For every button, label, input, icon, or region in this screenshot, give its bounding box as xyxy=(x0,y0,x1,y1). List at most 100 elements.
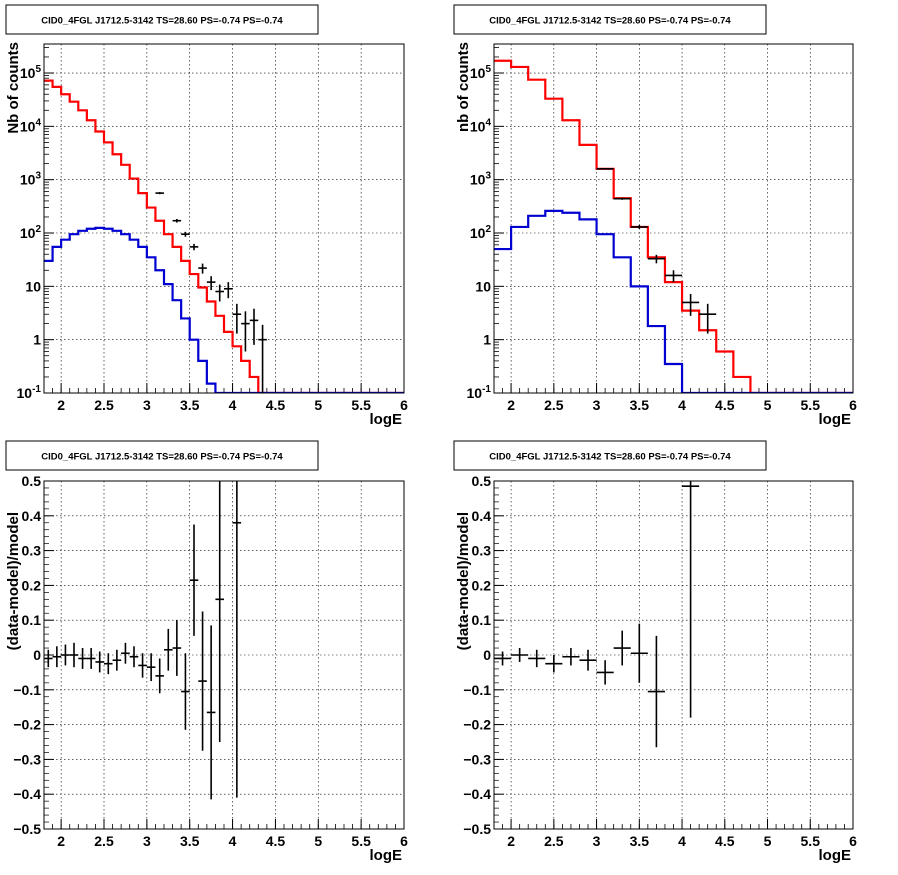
residual-point xyxy=(112,649,122,671)
residual-point xyxy=(682,481,700,718)
y-tick-label: 102 xyxy=(20,224,42,241)
x-tick-label: 5 xyxy=(314,397,322,413)
x-tick-label: 2.5 xyxy=(544,397,564,413)
residual-point xyxy=(86,648,96,669)
x-tick-label: 2.5 xyxy=(94,397,114,413)
x-tick-label: 6 xyxy=(400,397,408,413)
x-tick-label: 3.5 xyxy=(180,397,200,413)
residual-point xyxy=(95,651,104,673)
x-tick-label: 2 xyxy=(507,397,515,413)
y-tick-label: 102 xyxy=(470,224,492,241)
x-tick-label: 3.5 xyxy=(630,833,650,849)
x-tick-label: 6 xyxy=(400,833,408,849)
x-tick-label: 3 xyxy=(593,397,601,413)
residual-point xyxy=(198,611,207,751)
y-tick-label: −0.1 xyxy=(463,682,491,698)
x-tick-label: 5.5 xyxy=(351,397,371,413)
residual-point xyxy=(44,649,53,668)
data-point xyxy=(664,270,683,283)
y-tick-label: 104 xyxy=(20,117,42,134)
axes-frame xyxy=(493,480,854,830)
chart-title: CID0_4FGL J1712.5-3142 TS=28.60 PS=-0.74… xyxy=(41,452,283,463)
x-tick-label: 2.5 xyxy=(94,833,114,849)
residual-point xyxy=(146,653,156,682)
panel-4: CID0_4FGL J1712.5-3142 TS=28.60 PS=-0.74… xyxy=(453,440,857,864)
residual-point xyxy=(511,648,529,662)
y-tick-label: 10 xyxy=(25,278,41,294)
x-tick-label: 2 xyxy=(57,833,65,849)
data-point xyxy=(155,192,164,195)
x-tick-label: 3.5 xyxy=(180,833,200,849)
y-tick-label: 0.3 xyxy=(22,543,42,559)
residual-point xyxy=(494,651,512,666)
x-axis-label: logE xyxy=(819,411,852,428)
y-tick-label: 0.1 xyxy=(472,612,492,628)
chart-title: CID0_4FGL J1712.5-3142 TS=28.60 PS=-0.74… xyxy=(41,16,283,27)
y-tick-label: 10-1 xyxy=(467,384,492,401)
residual-point xyxy=(104,653,113,675)
y-tick-exponent: 5 xyxy=(485,64,491,75)
y-axis-label: nb of counts xyxy=(455,42,472,132)
x-tick-label: 6 xyxy=(849,833,857,849)
residual-point xyxy=(61,644,70,666)
residual-point xyxy=(545,655,563,673)
residual-point xyxy=(138,653,147,678)
y-tick-label: 10 xyxy=(475,278,491,294)
residual-point xyxy=(630,623,648,683)
title-box xyxy=(5,440,319,471)
y-tick-label: −0.4 xyxy=(463,786,491,802)
data-point xyxy=(232,303,242,334)
x-tick-label: 4 xyxy=(229,397,237,413)
data-point xyxy=(596,167,614,170)
x-tick-label: 4 xyxy=(229,833,237,849)
data-point xyxy=(224,282,233,299)
x-tick-label: 5.5 xyxy=(801,833,821,849)
model_total-line xyxy=(44,79,404,393)
y-tick-label: 103 xyxy=(20,171,42,188)
residual-point xyxy=(579,649,597,671)
model_total-line xyxy=(494,59,853,393)
axes-frame xyxy=(43,43,405,394)
data-point xyxy=(647,254,665,264)
y-tick-label: 0.5 xyxy=(472,473,492,489)
y-tick-exponent: 2 xyxy=(485,224,491,235)
x-tick-label: 6 xyxy=(849,397,857,413)
residual-point xyxy=(206,625,216,800)
residual-point xyxy=(215,481,224,742)
x-tick-label: 5.5 xyxy=(801,397,821,413)
data-point xyxy=(206,276,216,291)
x-tick-label: 5.5 xyxy=(351,833,371,849)
y-tick-label: 10-1 xyxy=(17,384,42,401)
residual-point xyxy=(78,648,87,669)
y-tick-exponent: 2 xyxy=(35,224,41,235)
x-tick-label: 4.5 xyxy=(266,833,286,849)
model_source-line xyxy=(494,209,853,393)
title-box xyxy=(453,440,767,471)
residual-point xyxy=(121,642,130,664)
residual-point xyxy=(647,635,665,748)
x-tick-label: 3 xyxy=(143,397,151,413)
residual-point xyxy=(129,646,139,668)
y-tick-label: 0.3 xyxy=(472,543,492,559)
y-tick-exponent: 5 xyxy=(35,64,41,75)
title-box xyxy=(453,4,767,35)
y-axis-label: Nb of counts xyxy=(5,42,22,134)
axes-frame xyxy=(493,43,854,394)
plot-area xyxy=(44,481,242,800)
panel-1: CID0_4FGL J1712.5-3142 TS=28.60 PS=-0.74… xyxy=(5,4,408,428)
y-tick-label: 1 xyxy=(483,332,491,348)
y-tick-label: 0.4 xyxy=(472,508,492,524)
y-tick-label: 1 xyxy=(33,332,41,348)
plot-area xyxy=(494,59,853,393)
data-point xyxy=(630,225,648,229)
y-tick-label: 0 xyxy=(483,647,491,663)
data-point xyxy=(172,219,182,223)
x-tick-label: 4.5 xyxy=(715,833,735,849)
plot-area xyxy=(494,481,700,748)
y-tick-label: −0.4 xyxy=(13,786,41,802)
residual-point xyxy=(596,660,614,685)
x-tick-label: 3.5 xyxy=(630,397,650,413)
x-tick-label: 2 xyxy=(57,397,65,413)
x-axis-label: logE xyxy=(370,847,403,864)
y-axis-label: (data-model)/model xyxy=(455,512,472,650)
